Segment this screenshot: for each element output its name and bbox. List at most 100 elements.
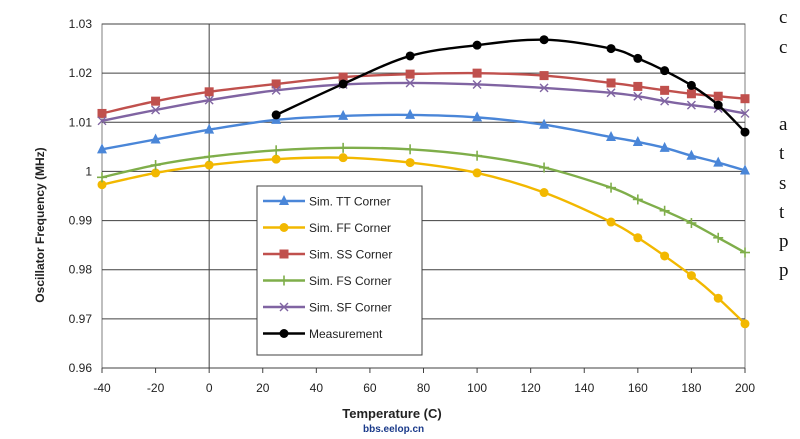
series-line-measurement (275, 38, 746, 133)
x-tick-label: -20 (147, 381, 165, 395)
data-point-sim-sf-corner (151, 105, 161, 115)
data-point-measurement (606, 44, 616, 54)
data-point-sim-sf-corner (472, 79, 482, 89)
data-point-measurement (539, 35, 549, 45)
legend-marker-sim-tt-corner (279, 195, 289, 205)
data-point-sim-sf-corner (660, 96, 670, 106)
y-tick-label: 1.01 (69, 115, 93, 129)
data-point-sim-ss-corner (660, 85, 670, 95)
legend-label-sim-ff-corner: Sim. FF Corner (309, 221, 391, 235)
data-point-sim-ff-corner (472, 168, 482, 178)
data-point-sim-ff-corner (151, 168, 161, 178)
axis-layer: 0.96 0.97 0.98 0.99 1 1.01 1.02 1.03 -40 -20 0 20 40… (69, 17, 756, 395)
data-point-sim-ss-corner (405, 69, 415, 79)
data-point-sim-ff-corner (204, 160, 214, 170)
legend-label-sim-fs-corner: Sim. FS Corner (309, 274, 392, 288)
side-text-2: c (779, 37, 788, 58)
series-sim-tt-corner (97, 108, 750, 175)
data-point-measurement (686, 80, 696, 90)
side-text-8: p (779, 260, 789, 281)
data-point-sim-ss-corner (472, 68, 482, 78)
data-point-sim-tt-corner (606, 131, 617, 142)
data-point-sim-fs-corner (150, 160, 161, 171)
data-point-sim-ss-corner (151, 96, 161, 106)
data-point-sim-tt-corner (659, 141, 670, 152)
data-point-sim-tt-corner (713, 156, 724, 167)
x-tick-label: 140 (574, 381, 594, 395)
data-point-sim-sf-corner (539, 83, 549, 93)
legend-box (256, 185, 423, 356)
x-tick-label: 80 (417, 381, 431, 395)
data-point-sim-tt-corner (740, 164, 750, 175)
data-point-sim-fs-corner (338, 142, 349, 153)
data-point-sim-fs-corner (713, 232, 724, 243)
legend-label-sim-ss-corner: Sim. SS Corner (309, 248, 392, 262)
x-tick-label: 180 (681, 381, 701, 395)
plot-area (101, 23, 746, 369)
side-text-5: s (779, 173, 787, 194)
y-tick-label: 1 (85, 164, 92, 178)
data-point-sim-fs-corner (659, 205, 670, 216)
data-point-sim-ff-corner (606, 217, 616, 227)
series-line-sim-fs-corner (101, 146, 746, 254)
data-point-measurement (633, 53, 643, 63)
data-point-sim-ss-corner (633, 81, 643, 91)
y-tick-label: 0.96 (69, 361, 93, 375)
side-text-1: c (779, 7, 788, 28)
data-point-sim-sf-corner (740, 108, 750, 118)
data-point-measurement (740, 127, 750, 137)
data-point-sim-ff-corner (713, 293, 723, 303)
data-point-sim-ff-corner (405, 158, 415, 168)
legend: Sim. TT Corner Sim. FF Corner Sim. SS Corn… (256, 185, 423, 356)
data-point-measurement (660, 66, 670, 76)
series-line-sim-tt-corner (101, 113, 746, 172)
series-line-sim-ss-corner (101, 71, 746, 115)
y-tick-label: 0.99 (69, 214, 93, 228)
x-tick-label: 160 (628, 381, 648, 395)
data-point-sim-ss-corner (338, 72, 348, 82)
side-text-6: t (779, 202, 785, 223)
legend-label-measurement: Measurement (309, 327, 383, 341)
data-point-sim-fs-corner (539, 162, 550, 173)
data-point-sim-sf-corner (686, 100, 696, 110)
data-point-sim-ff-corner (686, 271, 696, 281)
legend-label-sim-sf-corner: Sim. SF Corner (309, 301, 392, 315)
x-axis-label: Temperature (C) (342, 406, 441, 421)
data-point-sim-fs-corner (271, 145, 282, 156)
data-point-measurement (405, 51, 415, 61)
data-point-sim-ss-corner (204, 87, 214, 97)
data-point-sim-sf-corner (606, 88, 616, 98)
legend-marker-sim-ff-corner (279, 223, 289, 232)
side-text-3: a (779, 114, 788, 135)
data-point-sim-fs-corner (204, 151, 215, 162)
data-point-sim-ff-corner (97, 180, 107, 190)
data-point-sim-tt-corner (632, 135, 643, 146)
legend-marker-sim-ss-corner (279, 249, 289, 259)
legend-label-sim-tt-corner: Sim. TT Corner (309, 195, 391, 209)
data-point-measurement (713, 100, 723, 110)
data-point-sim-sf-corner (271, 85, 281, 95)
x-tick-label: 20 (256, 381, 270, 395)
data-point-measurement (271, 110, 281, 120)
x-tick-label: 60 (363, 381, 377, 395)
data-point-sim-ff-corner (633, 233, 643, 243)
data-point-sim-ss-corner (539, 71, 549, 81)
x-tick-label: 0 (206, 381, 213, 395)
y-tick-label: 0.98 (69, 263, 93, 277)
series-sim-fs-corner (97, 142, 750, 258)
y-axis-label: Oscillator Frequency (MHz) (33, 147, 47, 302)
series-measurement (271, 35, 750, 137)
data-point-sim-ss-corner (271, 79, 281, 89)
data-point-sim-ss-corner (97, 108, 107, 118)
data-point-sim-sf-corner (97, 116, 107, 126)
data-point-sim-fs-corner (632, 194, 643, 205)
data-point-sim-ss-corner (686, 89, 696, 99)
series-sim-ss-corner (97, 68, 750, 118)
series-line-sim-sf-corner (101, 81, 746, 122)
x-tick-label: 100 (467, 381, 487, 395)
side-text-4: t (779, 143, 785, 164)
series-line-sim-ff-corner (101, 156, 746, 325)
data-point-sim-fs-corner (740, 247, 750, 258)
x-tick-label: -40 (93, 381, 111, 395)
